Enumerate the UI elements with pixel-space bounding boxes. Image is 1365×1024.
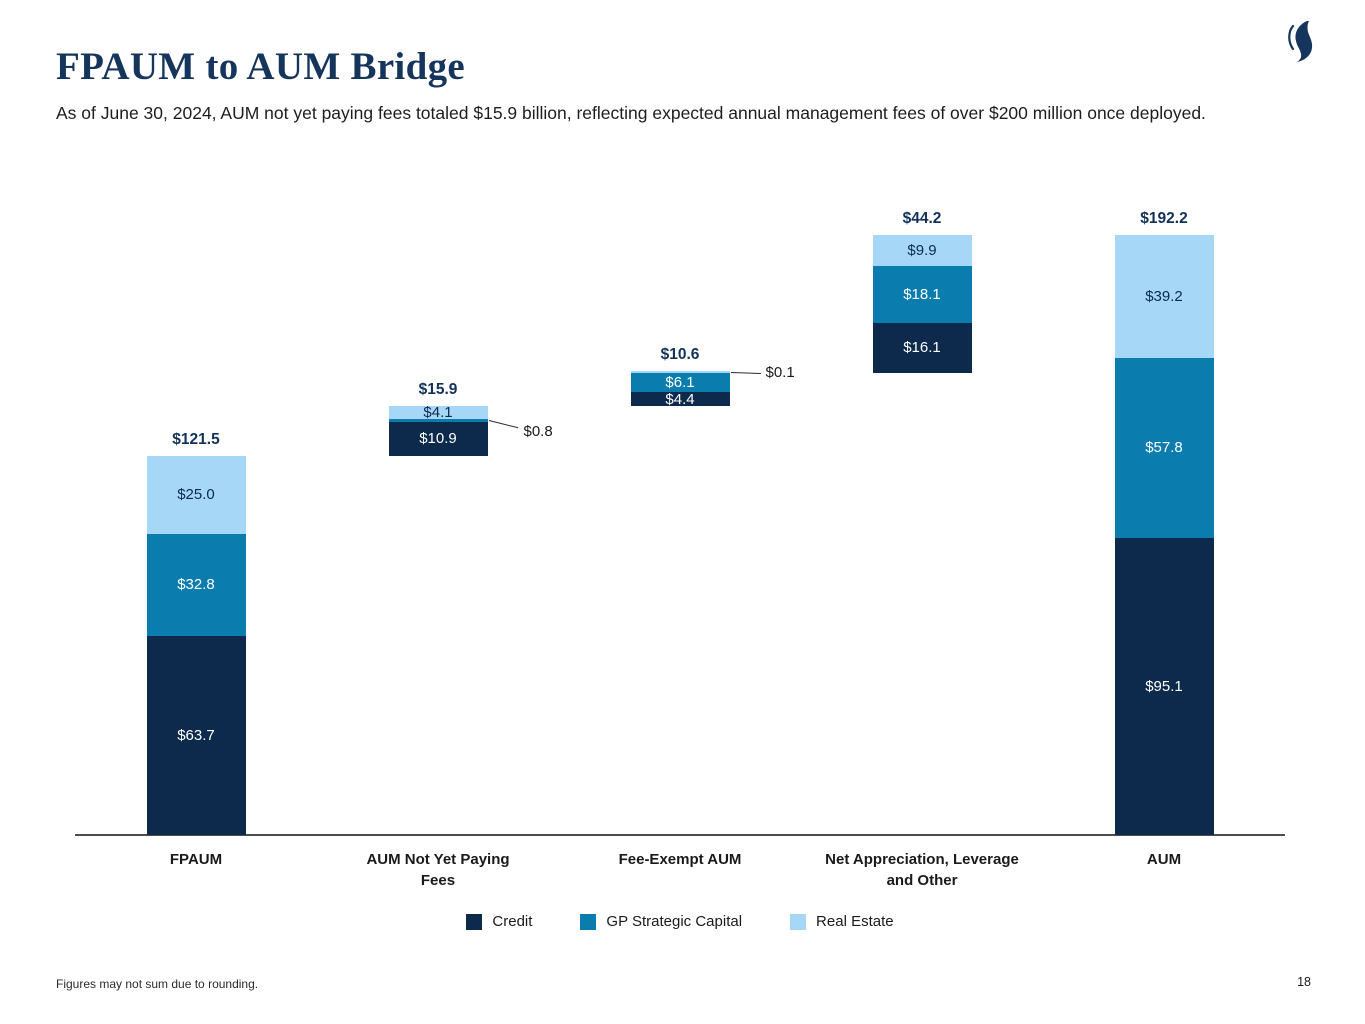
bar-segment-gp-strategic-capital bbox=[388, 419, 488, 422]
segment-value-label: $16.1 bbox=[903, 339, 941, 357]
segment-value-label: $95.1 bbox=[1145, 678, 1183, 696]
legend-item-credit: Credit bbox=[466, 913, 532, 930]
legend-label: Credit bbox=[492, 913, 533, 930]
bar-aum-not-yet-paying-fees: $10.9 $4.1 bbox=[388, 404, 488, 456]
bar-aum: $95.1 $57.8 $39.2 bbox=[1114, 235, 1214, 835]
x-axis-label: FPAUM bbox=[169, 851, 223, 868]
x-axis-label: AUM bbox=[1146, 851, 1182, 868]
bar-segment-real-estate: $25.0 bbox=[146, 455, 246, 534]
segment-value-label: $4.4 bbox=[665, 390, 695, 408]
segment-value-label: $18.1 bbox=[903, 285, 941, 303]
legend-swatch bbox=[790, 913, 807, 930]
bar-segment-real-estate: $4.1 bbox=[388, 404, 488, 422]
chart-legend: Credit GP Strategic Capital Real Estate bbox=[75, 913, 1285, 930]
segment-value-label: $32.8 bbox=[177, 576, 215, 594]
legend-swatch bbox=[466, 913, 483, 930]
legend-item-gp-strategic-capital: GP Strategic Capital bbox=[580, 913, 742, 930]
bar-net-appreciation-leverage-and-other: $16.1 $18.1 $9.9 bbox=[872, 235, 972, 373]
legend-item-real-estate: Real Estate bbox=[790, 913, 894, 930]
bar-segment-real-estate: $9.9 bbox=[872, 235, 972, 267]
bar-total-label: $121.5 bbox=[172, 430, 220, 448]
bar-segment-gp-strategic-capital: $18.1 bbox=[872, 266, 972, 323]
legend-swatch bbox=[580, 913, 597, 930]
segment-value-label: $9.9 bbox=[907, 242, 937, 260]
legend-label: GP Strategic Capital bbox=[606, 913, 743, 930]
segment-value-label: $39.2 bbox=[1145, 288, 1183, 305]
x-axis-label: AUM Not Yet Paying Fees bbox=[366, 851, 510, 889]
bar-segment-gp-strategic-capital: $6.1 bbox=[630, 373, 730, 393]
bar-segment-credit: $16.1 bbox=[872, 322, 972, 373]
callout-value-label: $0.1 bbox=[765, 364, 795, 382]
bar-total-label: $192.2 bbox=[1140, 210, 1188, 228]
callout-line bbox=[488, 420, 518, 429]
x-axis-label: Net Appreciation, Leverage and Other bbox=[825, 851, 1019, 889]
bar-total-label: $10.6 bbox=[660, 345, 700, 363]
segment-value-label: $4.1 bbox=[423, 404, 453, 422]
bar-segment-real-estate: $39.2 bbox=[1114, 235, 1214, 358]
bar-segment-gp-strategic-capital: $57.8 bbox=[1114, 357, 1214, 539]
callout-line bbox=[730, 372, 761, 375]
bar-segment-credit: $63.7 bbox=[146, 636, 246, 835]
segment-value-label: $63.7 bbox=[177, 727, 215, 745]
segment-value-label: $6.1 bbox=[665, 374, 695, 392]
page-number: 18 bbox=[1297, 975, 1311, 989]
bar-segment-gp-strategic-capital: $32.8 bbox=[146, 533, 246, 637]
segment-value-label: $57.8 bbox=[1145, 439, 1183, 457]
bar-total-label: $15.9 bbox=[418, 381, 458, 399]
footnote: Figures may not sum due to rounding. bbox=[56, 977, 259, 991]
bar-segment-real-estate bbox=[630, 370, 730, 374]
x-axis-line bbox=[75, 834, 1285, 836]
bar-fpaum: $63.7 $32.8 $25.0 bbox=[146, 455, 246, 835]
legend-label: Real Estate bbox=[816, 913, 894, 930]
segment-value-label: $10.9 bbox=[419, 430, 457, 448]
bar-segment-credit: $4.4 bbox=[630, 390, 730, 408]
x-axis-label: Fee-Exempt AUM bbox=[618, 851, 742, 868]
bar-segment-credit: $95.1 bbox=[1114, 538, 1214, 835]
owl-logo-icon bbox=[1283, 20, 1317, 67]
bar-segment-credit: $10.9 bbox=[388, 421, 488, 456]
bar-total-label: $44.2 bbox=[902, 210, 942, 228]
bar-fee-exempt-aum: $4.4 $6.1 bbox=[630, 370, 730, 408]
callout-value-label: $0.8 bbox=[523, 423, 553, 441]
subtitle: As of June 30, 2024, AUM not yet paying … bbox=[56, 103, 1206, 123]
segment-value-label: $25.0 bbox=[177, 486, 215, 504]
page-title: FPAUM to AUM Bridge bbox=[56, 45, 465, 88]
